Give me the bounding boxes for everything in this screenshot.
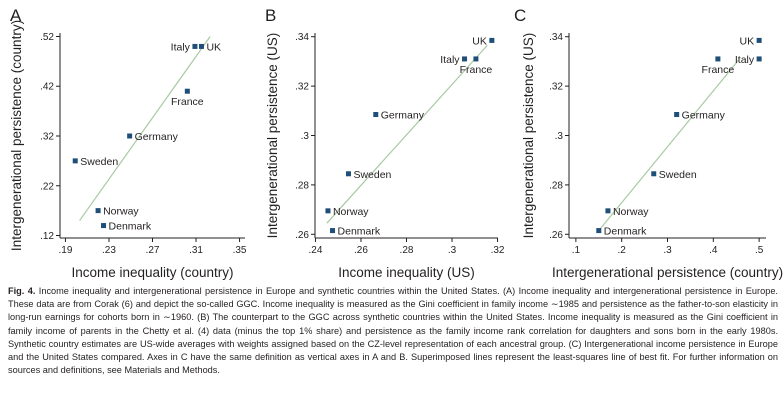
chart-1-y-tick-label: .32 bbox=[40, 131, 54, 142]
chart-1-point-germany bbox=[127, 133, 133, 139]
chart-1-point-uk bbox=[198, 43, 204, 49]
chart-1-point-denmark bbox=[101, 223, 107, 229]
chart-2-fit-line bbox=[326, 44, 488, 224]
chart-2-x-tick-label: .28 bbox=[400, 245, 414, 256]
chart-3-point-uk bbox=[756, 37, 762, 43]
chart-2-y-tick-label: .26 bbox=[295, 230, 309, 241]
chart-1-point-label-uk: UK bbox=[206, 41, 221, 53]
chart-3-x-axis-title: Intergenerational persistence (country) bbox=[552, 265, 783, 280]
chart-3-fit-line bbox=[598, 59, 739, 231]
chart-1-fit-line bbox=[79, 36, 211, 221]
chart-3-y-tick-label: .3 bbox=[555, 131, 564, 142]
chart-1-panel-letter: A bbox=[10, 6, 22, 25]
chart-3-point-label-denmark: Denmark bbox=[604, 226, 647, 238]
chart-3-x-tick-label: .1 bbox=[572, 245, 581, 256]
chart-3-x-tick-label: .2 bbox=[618, 245, 627, 256]
chart-2-panel-letter: B bbox=[265, 6, 276, 25]
chart-2-y-tick-label: .34 bbox=[295, 32, 309, 43]
chart-2-point-italy bbox=[462, 56, 468, 62]
chart-3-point-label-norway: Norway bbox=[613, 206, 649, 218]
chart-2-point-sweden bbox=[345, 171, 351, 177]
chart-2-point-norway bbox=[325, 208, 331, 214]
chart-3-point-label-germany: Germany bbox=[682, 110, 726, 122]
chart-2-y-axis-title: Intergenerational persistence (US) bbox=[265, 33, 280, 239]
chart-1-point-label-norway: Norway bbox=[103, 206, 139, 218]
chart-3-x-tick-label: .4 bbox=[709, 245, 718, 256]
chart-1-x-tick-label: .27 bbox=[146, 245, 160, 256]
chart-2-point-label-italy: Italy bbox=[440, 54, 460, 66]
chart-1-x-tick-label: .35 bbox=[233, 245, 247, 256]
chart-1-point-label-sweden: Sweden bbox=[80, 156, 118, 168]
chart-2-point-france bbox=[473, 56, 479, 62]
chart-1-point-france bbox=[184, 88, 190, 94]
chart-3-point-norway bbox=[605, 208, 611, 214]
chart-2-point-label-norway: Norway bbox=[333, 206, 369, 218]
chart-3-panel-letter: C bbox=[514, 6, 526, 25]
chart-2-point-label-france: France bbox=[460, 64, 493, 76]
chart-2-point-label-denmark: Denmark bbox=[338, 226, 381, 238]
chart-2-x-tick-label: .3 bbox=[448, 245, 457, 256]
chart-2-point-germany bbox=[373, 112, 379, 118]
chart-1-x-tick-label: .31 bbox=[189, 245, 203, 256]
caption-text: Income inequality and intergenerational … bbox=[8, 286, 778, 376]
chart-3-point-denmark bbox=[596, 228, 602, 234]
chart-1-point-label-germany: Germany bbox=[135, 131, 179, 143]
chart-2-y-tick-label: .28 bbox=[295, 180, 309, 191]
chart-3-point-label-uk: UK bbox=[740, 35, 755, 47]
chart-1-point-label-france: France bbox=[171, 96, 204, 108]
chart-1-y-tick-label: .52 bbox=[40, 32, 54, 43]
chart-3-point-label-france: France bbox=[702, 64, 735, 76]
chart-3-x-tick-label: .5 bbox=[755, 245, 764, 256]
chart-2-x-tick-label: .24 bbox=[309, 245, 323, 256]
chart-2-x-tick-label: .32 bbox=[491, 245, 505, 256]
chart-2-x-tick-label: .26 bbox=[354, 245, 368, 256]
panel-c: C .26 .28 .3 .32 .34 .1 .2 .3 .4 .5 Intergeneration… bbox=[514, 6, 783, 280]
chart-2-y-tick-label: .32 bbox=[295, 82, 309, 93]
chart-2-y-tick-label: .3 bbox=[301, 131, 310, 142]
chart-1-y-tick-label: .12 bbox=[40, 231, 54, 242]
chart-2-x-axis-title: Income inequality (US) bbox=[338, 265, 475, 280]
chart-3-y-tick-label: .26 bbox=[549, 230, 563, 241]
chart-1-x-tick-label: .23 bbox=[102, 245, 116, 256]
chart-2-point-label-uk: UK bbox=[472, 35, 487, 47]
chart-1-x-tick-label: .19 bbox=[58, 245, 72, 256]
chart-1-point-italy bbox=[192, 43, 198, 49]
chart-3-point-france bbox=[715, 56, 721, 62]
chart-3-y-tick-label: .32 bbox=[549, 82, 563, 93]
chart-3-x-tick-label: .3 bbox=[663, 245, 672, 256]
chart-1-point-label-italy: Italy bbox=[171, 41, 191, 53]
chart-3-point-label-sweden: Sweden bbox=[659, 169, 697, 181]
chart-3-y-tick-label: .28 bbox=[549, 180, 563, 191]
chart-3-y-axis-title: Intergenerational persistence (US) bbox=[521, 33, 536, 239]
chart-1-x-axis-title: Income inequality (country) bbox=[71, 265, 233, 280]
chart-3-point-sweden bbox=[651, 171, 657, 177]
chart-2-point-uk bbox=[489, 37, 495, 43]
chart-2-point-label-sweden: Sweden bbox=[353, 169, 391, 181]
chart-1-y-axis-title: Intergenerational persistence (country) bbox=[9, 20, 24, 251]
chart-3-y-tick-label: .34 bbox=[549, 32, 563, 43]
chart-1-point-label-denmark: Denmark bbox=[109, 221, 152, 233]
chart-3-point-label-italy: Italy bbox=[735, 54, 755, 66]
chart-1-point-norway bbox=[95, 208, 101, 214]
chart-3-point-italy bbox=[756, 56, 762, 62]
chart-2-point-denmark bbox=[330, 228, 336, 234]
caption-label: Fig. 4. bbox=[8, 286, 36, 296]
figure-caption: Fig. 4. Income inequality and intergener… bbox=[8, 285, 778, 377]
chart-1-y-tick-label: .42 bbox=[40, 82, 54, 93]
chart-3-point-germany bbox=[674, 112, 680, 118]
chart-1-point-sweden bbox=[72, 158, 78, 164]
chart-2-point-label-germany: Germany bbox=[381, 110, 425, 122]
chart-1-y-tick-label: .22 bbox=[40, 181, 54, 192]
